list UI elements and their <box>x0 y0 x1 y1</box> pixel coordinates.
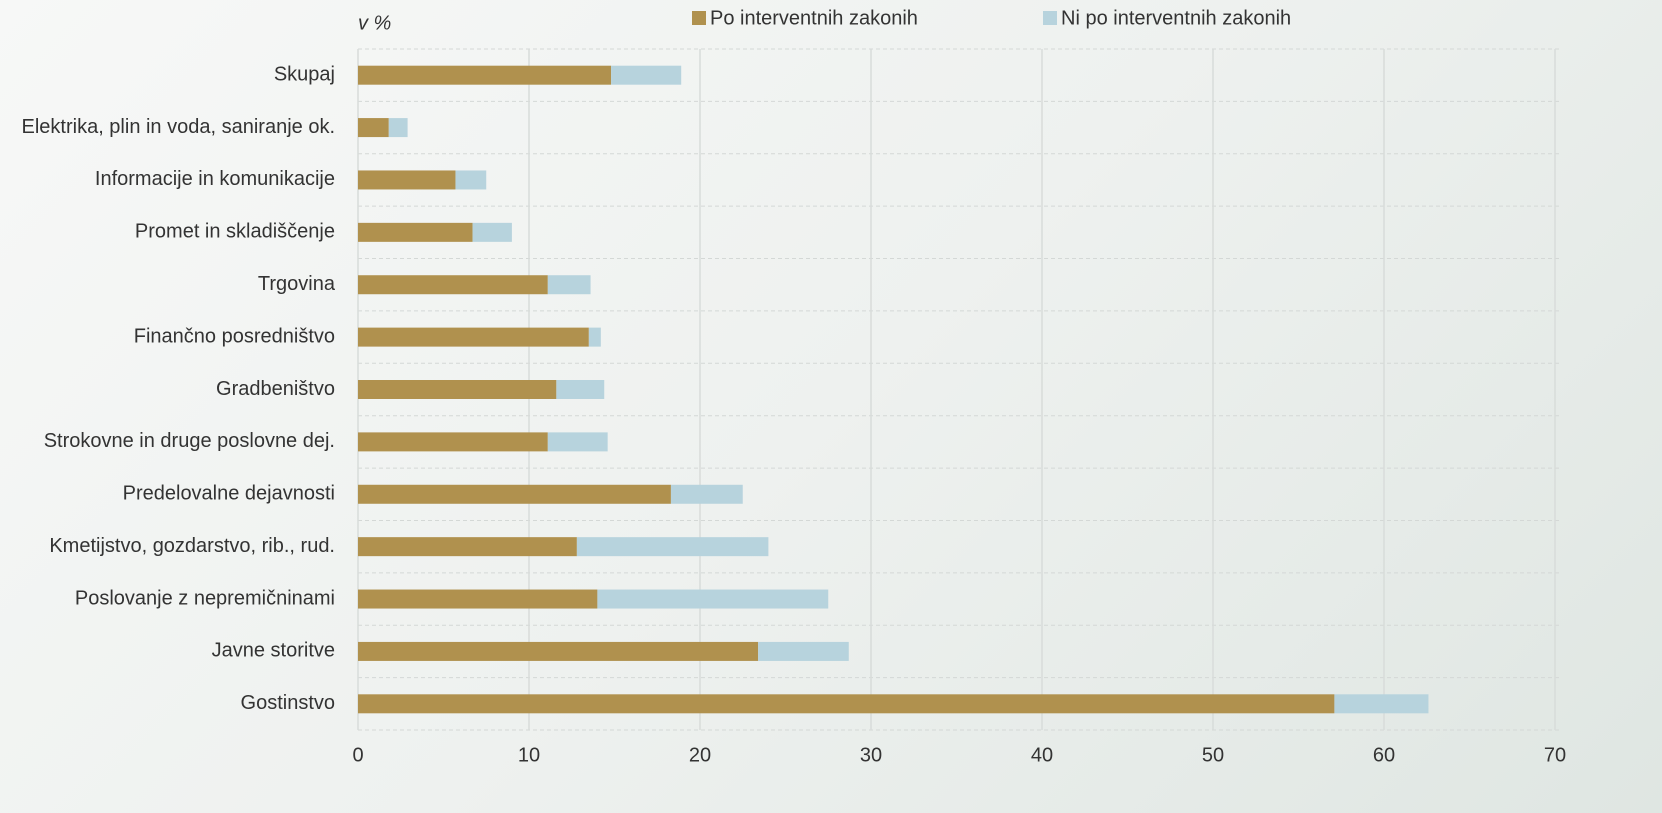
x-tick-label: 60 <box>1373 744 1395 766</box>
bar-segment <box>597 589 829 609</box>
x-tick-label: 10 <box>518 744 540 766</box>
bar-segment <box>588 327 601 347</box>
bar-segment <box>758 641 849 661</box>
bar-segment <box>358 275 548 295</box>
y-tick-label: Trgovina <box>258 273 336 295</box>
y-tick-label: Finančno posredništvo <box>134 325 335 347</box>
x-tick-label: 30 <box>860 744 882 766</box>
bar-segment <box>556 380 605 399</box>
y-tick-label: Skupaj <box>274 63 335 85</box>
legend-label: Po interventnih zakonih <box>710 7 918 29</box>
legend-swatch <box>1043 11 1057 25</box>
bar-segment <box>358 537 577 557</box>
unit-label: v % <box>358 12 391 34</box>
x-tick-label: 0 <box>352 744 363 766</box>
bar-segment <box>670 484 743 504</box>
bar-segment <box>358 432 548 452</box>
x-tick-label: 40 <box>1031 744 1053 766</box>
legend-label: Ni po interventnih zakonih <box>1061 7 1291 29</box>
bar-segment <box>358 694 1335 714</box>
y-tick-label: Elektrika, plin in voda, saniranje ok. <box>22 116 336 138</box>
y-tick-label: Promet in skladiščenje <box>135 221 335 243</box>
x-tick-label: 20 <box>689 744 711 766</box>
bar-segment <box>358 380 557 399</box>
bar-segment <box>455 170 487 190</box>
bar-segment <box>611 65 682 85</box>
y-tick-label: Informacije in komunikacije <box>95 168 335 190</box>
bar-segment <box>547 275 591 295</box>
bar-segment <box>358 118 389 138</box>
y-tick-label: Strokovne in druge poslovne dej. <box>44 430 335 452</box>
y-tick-label: Poslovanje z nepremičninami <box>75 587 335 609</box>
y-tick-label: Gostinstvo <box>241 692 335 714</box>
bar-segment <box>358 65 612 85</box>
y-tick-label: Predelovalne dejavnosti <box>123 483 335 505</box>
legend-swatch <box>692 11 706 25</box>
y-tick-label: Javne storitve <box>212 640 335 662</box>
bar-segment <box>358 327 589 347</box>
x-tick-label: 50 <box>1202 744 1224 766</box>
bar-segment <box>576 537 769 557</box>
bar-segment <box>547 432 608 452</box>
bar-segment <box>472 222 512 242</box>
bar-segment <box>358 484 671 504</box>
bar-segment <box>358 589 598 609</box>
x-tick-label: 70 <box>1544 744 1566 766</box>
y-tick-label: Kmetijstvo, gozdarstvo, rib., rud. <box>49 535 335 557</box>
bar-segment <box>358 641 759 661</box>
bar-segment <box>358 170 456 190</box>
bar-segment <box>1334 694 1429 714</box>
bar-segment <box>358 222 473 242</box>
y-tick-label: Gradbeništvo <box>216 378 335 400</box>
bar-segment <box>388 118 408 138</box>
